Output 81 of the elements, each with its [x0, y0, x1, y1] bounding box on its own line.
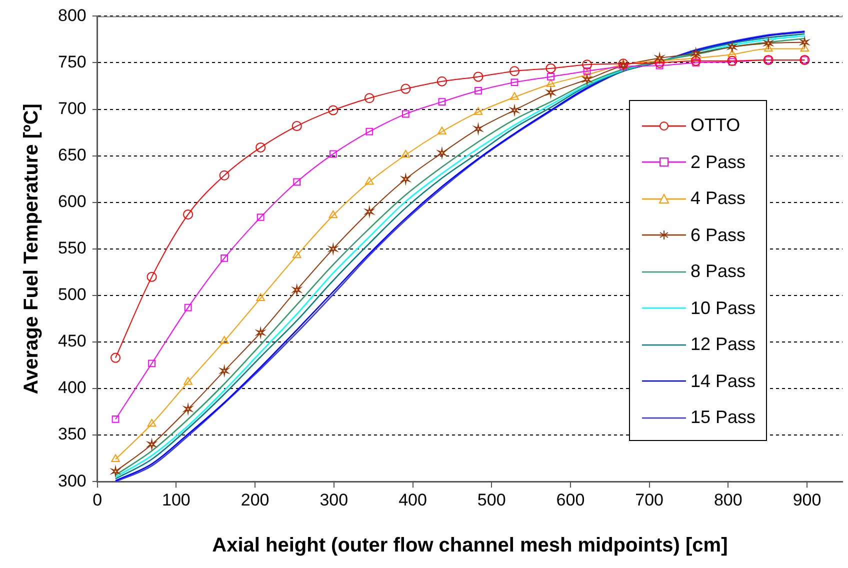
point [438, 126, 446, 134]
y-tick-label: 600 [58, 192, 86, 212]
point [547, 73, 554, 80]
point [256, 293, 265, 301]
point [110, 352, 120, 363]
point [292, 250, 302, 258]
point [184, 304, 192, 312]
point [582, 60, 592, 70]
point [256, 142, 266, 152]
point [546, 79, 556, 87]
point [692, 59, 700, 66]
y-tick-label: 750 [58, 52, 86, 72]
point [546, 63, 556, 74]
point [510, 92, 519, 100]
point [256, 214, 264, 221]
point [328, 210, 338, 218]
point [401, 150, 410, 158]
legend-label: 14 Pass [690, 370, 756, 392]
x-tick-label: 600 [556, 490, 585, 510]
x-tick-label: 400 [398, 490, 427, 510]
point [438, 98, 446, 106]
point [474, 86, 482, 94]
legend-label: 8 Pass [690, 261, 746, 282]
y-tick-label: 500 [58, 285, 86, 304]
point [328, 105, 338, 116]
point [220, 336, 229, 344]
point [112, 416, 120, 423]
point [656, 62, 664, 70]
legend-label: 6 Pass [690, 224, 746, 246]
point [400, 84, 411, 94]
point [366, 128, 374, 136]
legend-label: 4 Pass [690, 188, 746, 210]
point [436, 76, 447, 86]
legend-label: OTTO [690, 115, 740, 136]
y-axis-title: Average Fuel Temperature [ºC] [20, 104, 43, 394]
point [293, 178, 301, 186]
x-tick-label: 700 [635, 490, 664, 510]
y-tick-label: 350 [58, 424, 86, 444]
x-tick-label: 100 [162, 490, 190, 510]
point [727, 56, 738, 66]
y-tick-label: 800 [58, 6, 86, 25]
point [146, 272, 157, 282]
point [402, 110, 410, 118]
point [220, 254, 228, 262]
point [183, 209, 194, 220]
x-tick-label: 300 [320, 490, 348, 510]
point [583, 67, 591, 75]
point [365, 176, 374, 185]
x-tick-label: 200 [240, 490, 270, 510]
legend-label: 12 Pass [690, 334, 756, 356]
point [800, 44, 810, 52]
point [473, 72, 484, 82]
x-axis-title: Axial height (outer flow channel mesh midpoints) [cm] [212, 534, 728, 557]
legend-label: 15 Pass [690, 407, 756, 428]
point [582, 70, 592, 78]
point [728, 58, 736, 66]
point [111, 454, 120, 462]
point [148, 360, 156, 368]
point [364, 93, 374, 104]
point [184, 377, 192, 385]
point [474, 107, 483, 115]
x-tick-label: 0 [92, 490, 102, 510]
y-tick-label: 700 [58, 98, 86, 118]
point [728, 49, 737, 58]
y-tick-label: 400 [58, 378, 86, 398]
legend-label: 10 Pass [690, 298, 756, 319]
y-tick-label: 650 [58, 146, 86, 165]
point [292, 121, 302, 132]
y-tick-label: 450 [58, 332, 86, 351]
x-tick-label: 800 [714, 490, 742, 510]
point [147, 418, 156, 427]
point [509, 66, 520, 76]
point [510, 78, 518, 86]
x-tick-label: 500 [477, 490, 506, 510]
point [219, 170, 230, 180]
y-tick-label: 300 [58, 471, 86, 490]
point [329, 150, 337, 158]
point [690, 56, 701, 66]
legend-label: 2 Pass [690, 152, 746, 173]
x-tick-label: 900 [792, 490, 822, 510]
y-tick-label: 550 [58, 238, 86, 258]
